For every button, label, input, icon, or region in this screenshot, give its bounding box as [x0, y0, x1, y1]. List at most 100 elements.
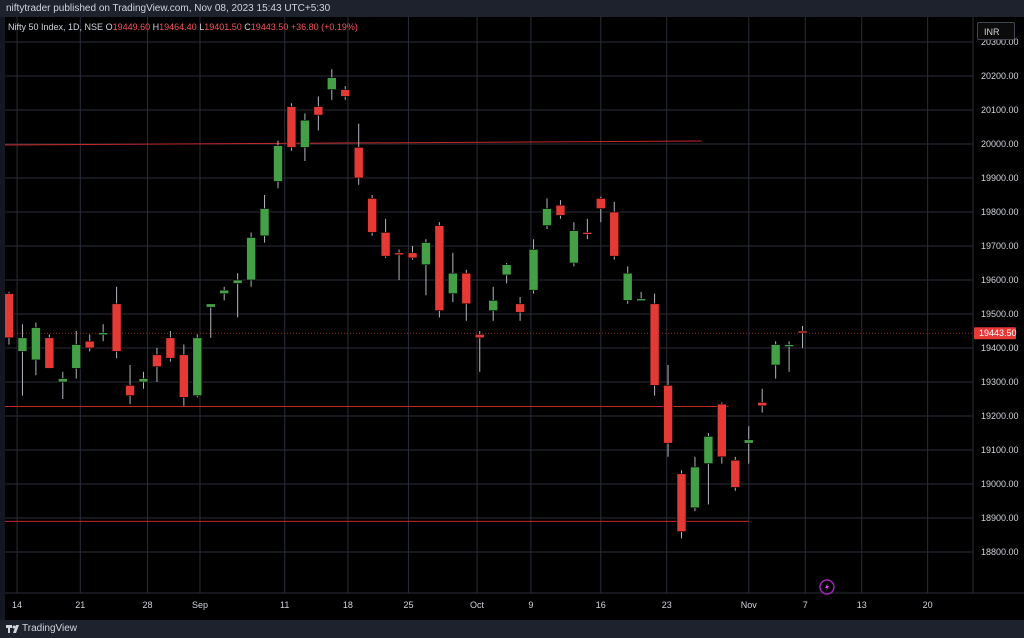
- candle: [394, 249, 404, 280]
- candle-body: [636, 298, 646, 302]
- time-tick-label: 13: [857, 600, 867, 610]
- candle-body: [165, 337, 176, 359]
- time-tick-label: 23: [662, 600, 672, 610]
- symbol-label[interactable]: Nifty 50 Index, 1D, NSE: [8, 22, 104, 32]
- grid-lines: [5, 17, 973, 593]
- level-line[interactable]: [5, 140, 702, 146]
- candle: [98, 324, 108, 342]
- candle: [259, 195, 270, 243]
- price-tick-label: 19800.00: [981, 207, 1019, 217]
- time-tick-label: 14: [12, 600, 22, 610]
- candle: [474, 331, 485, 372]
- candle-body: [98, 332, 108, 336]
- candle: [555, 200, 566, 219]
- time-tick-label: Oct: [470, 600, 485, 610]
- publisher-bar: niftytrader published on TradingView.com…: [0, 0, 1024, 17]
- price-axis[interactable]: 20300.00 20200.00 20100.00 20000.00 19900.00…: [981, 37, 1019, 557]
- candle-body: [31, 327, 41, 361]
- price-tick-label: 20300.00: [981, 37, 1019, 47]
- price-tick-label: 19100.00: [981, 445, 1019, 455]
- candle-body: [286, 106, 297, 148]
- candle: [595, 196, 606, 223]
- price-chart[interactable]: 20300.00 20200.00 20100.00 20000.00 19900.00…: [5, 17, 1024, 620]
- candle: [111, 286, 122, 359]
- chart-area[interactable]: 20300.00 20200.00 20100.00 20000.00 19900.00…: [5, 17, 1024, 620]
- candle-body: [138, 378, 149, 383]
- candle: [5, 291, 14, 345]
- candle: [152, 348, 162, 382]
- candle-body: [246, 237, 256, 281]
- open-value: 19449.60: [112, 22, 151, 32]
- candle: [125, 365, 135, 405]
- candle-body: [179, 354, 189, 398]
- candle-body: [649, 303, 660, 386]
- time-tick-label: 11: [280, 600, 289, 610]
- candle: [326, 69, 337, 100]
- candle-body: [57, 378, 68, 383]
- candle: [165, 331, 176, 362]
- candle-body: [84, 340, 95, 349]
- low-value: 19401.50: [204, 22, 242, 32]
- candle: [488, 286, 499, 321]
- candle-body: [488, 300, 499, 311]
- candle-body: [407, 252, 418, 259]
- candle-body: [528, 249, 539, 291]
- candle: [246, 232, 256, 287]
- candle: [569, 222, 579, 267]
- price-tick-label: 20200.00: [981, 71, 1019, 81]
- candle: [340, 86, 351, 100]
- candle: [434, 222, 445, 318]
- candle: [757, 388, 768, 413]
- candle-body: [326, 77, 337, 90]
- candle: [448, 252, 458, 303]
- candle: [770, 341, 781, 379]
- candle-body: [421, 242, 431, 266]
- candle: [273, 140, 283, 189]
- candle: [192, 334, 203, 398]
- candle-body: [663, 385, 673, 444]
- price-tick-label: 19400.00: [981, 343, 1019, 353]
- candle-body: [313, 106, 324, 116]
- candle: [461, 269, 472, 321]
- candle-body: [717, 403, 727, 458]
- tradingview-logo-icon: [6, 625, 19, 633]
- time-tick-label: 18: [343, 600, 353, 610]
- time-axis[interactable]: 14 21 28 Sep 11 18 25 Oct 9 16 23 Nov 7 13 20: [12, 600, 933, 610]
- candle-body: [501, 264, 512, 276]
- candle: [353, 123, 364, 185]
- price-tick-label: 19500.00: [981, 309, 1019, 319]
- candle-body: [71, 344, 82, 369]
- candle: [286, 103, 297, 151]
- candle-body: [17, 337, 28, 352]
- candle: [367, 195, 377, 236]
- candle-body: [690, 466, 700, 509]
- time-tick-label: Nov: [741, 600, 758, 610]
- currency-button[interactable]: INR: [977, 22, 1015, 40]
- footer-bar: TradingView: [0, 620, 1024, 638]
- candle: [380, 218, 391, 258]
- price-tick-label: 20100.00: [981, 105, 1019, 115]
- candle-body: [434, 225, 445, 311]
- candle-body: [676, 473, 687, 532]
- lightning-icon[interactable]: [819, 579, 835, 595]
- price-tick-label: 19300.00: [981, 377, 1019, 387]
- last-price-badge-text: 19443.50: [979, 328, 1017, 338]
- candle: [313, 96, 324, 131]
- candle-body: [232, 279, 243, 284]
- high-value: 19464.40: [159, 22, 197, 32]
- price-tick-label: 19200.00: [981, 411, 1019, 421]
- candle: [407, 246, 418, 260]
- candle-body: [569, 230, 579, 264]
- candle-body: [152, 354, 162, 367]
- candle: [138, 371, 149, 389]
- candle: [84, 334, 95, 352]
- candle: [730, 456, 741, 491]
- price-tick-label: 18900.00: [981, 513, 1019, 523]
- high-label: H: [152, 22, 160, 32]
- candle: [636, 291, 646, 302]
- time-tick-label: Sep: [192, 600, 208, 610]
- candle: [797, 325, 808, 348]
- candle-body: [219, 289, 229, 294]
- candle: [57, 371, 68, 399]
- candle-body: [353, 147, 364, 179]
